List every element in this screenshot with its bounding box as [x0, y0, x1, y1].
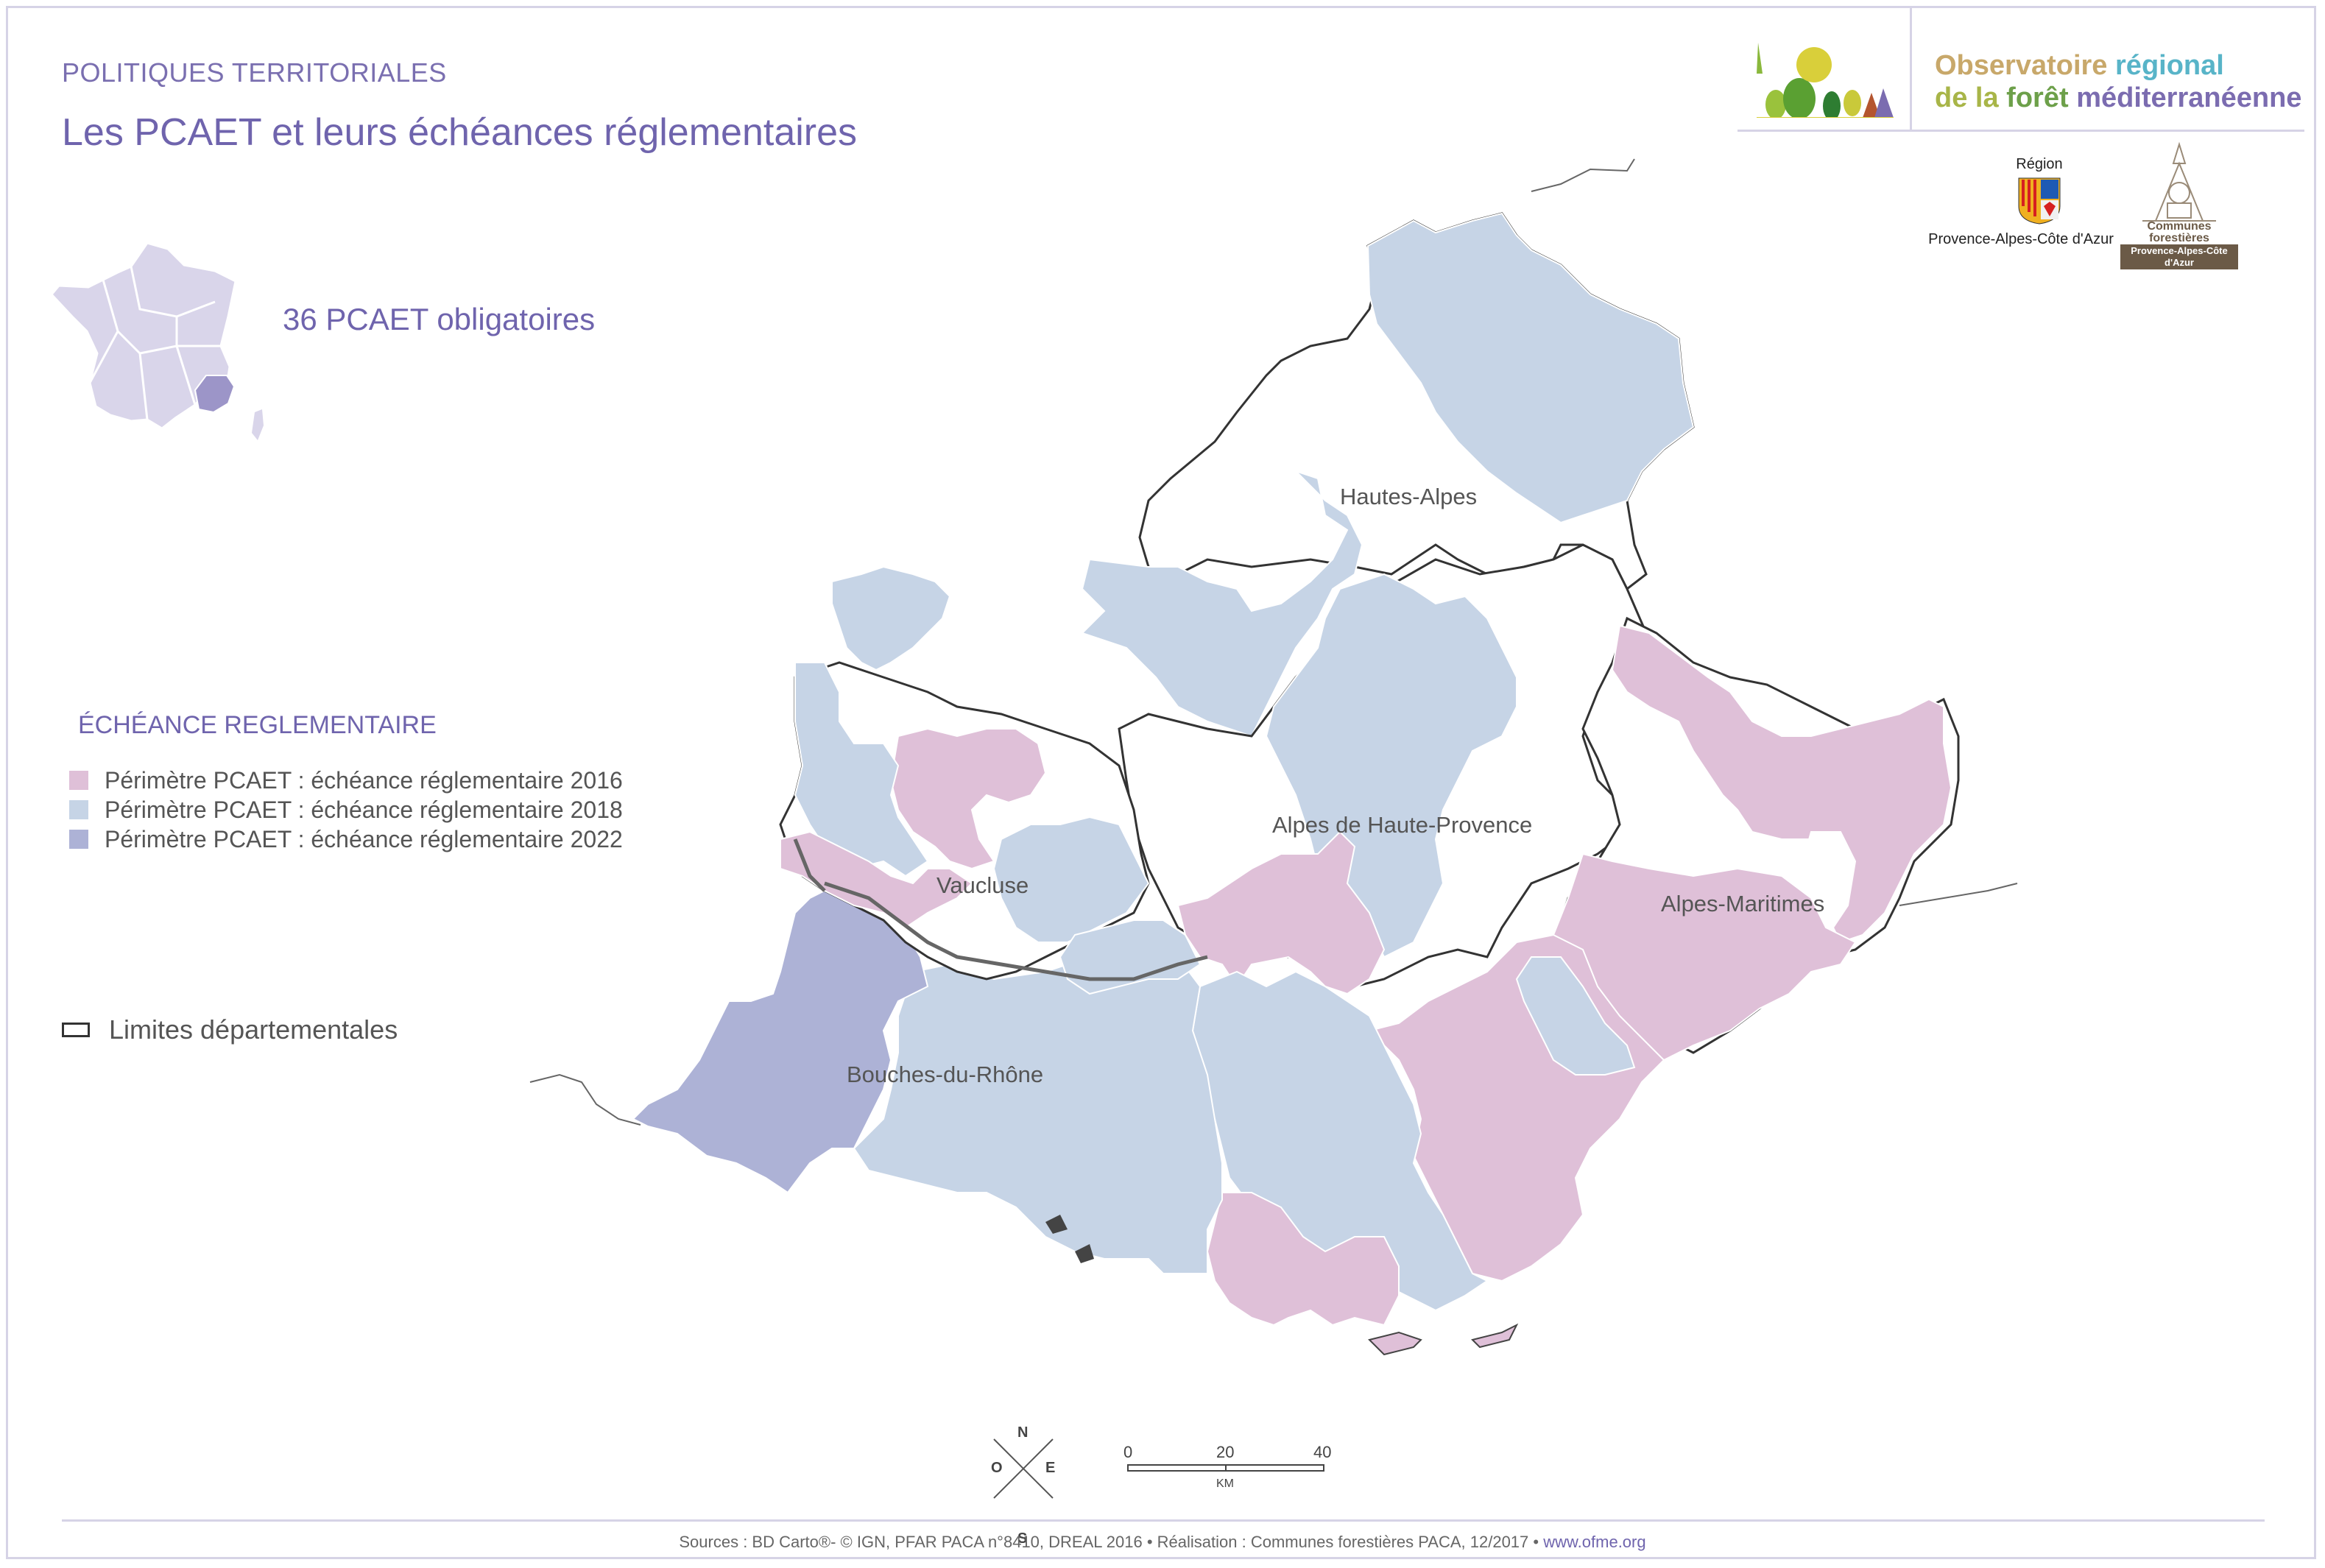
footer-url-link[interactable]: www.ofme.org [1543, 1533, 1646, 1551]
italy-border-north [1531, 158, 1635, 192]
rhone-border [793, 838, 826, 892]
region-coat-of-arms-icon [2018, 177, 2061, 225]
bouches-du-rhone-2018 [853, 948, 1223, 1274]
observatoire-logo-icon [1757, 43, 1894, 118]
france-region-lines [88, 266, 221, 420]
label-alpes-haute-provence: Alpes de Haute-Provence [1272, 812, 1532, 838]
footer-sources-text: Sources : BD Carto®- © IGN, PFAR PACA n°… [679, 1533, 1544, 1551]
page-frame [6, 6, 2316, 1559]
vaucluse-2018-east [992, 816, 1150, 943]
observatoire-name-line1: Observatoire régional [1935, 50, 2224, 81]
west-border-line [529, 1073, 641, 1126]
legend-item-2022: Périmètre PCAET : échéance réglementaire… [69, 824, 623, 854]
legend-limits: Limites départementales [62, 1014, 398, 1045]
section-kicker: POLITIQUES TERRITORIALES [62, 57, 447, 88]
scale-bar: 0 20 40 KM [1123, 1443, 1331, 1490]
footer-rule [62, 1519, 2265, 1522]
vaucluse-2016-ne [889, 727, 1047, 870]
legend-item-2018: Périmètre PCAET : échéance réglementaire… [69, 795, 623, 824]
var-2018-east-pocket [1515, 956, 1636, 1076]
pcaet-count: 36 PCAET obligatoires [283, 302, 596, 336]
vaucluse-2018-west [794, 662, 929, 877]
communes-forestieres-sub: Provence-Alpes-Côte d'Azur [2120, 244, 2238, 269]
communes-forestieres-label: Communes forestières Provence-Alpes-Côte… [2120, 221, 2238, 269]
logo-divider [1910, 6, 1912, 130]
compass-n: N [1017, 1424, 1028, 1441]
observatoire-name-line2: de la forêt méditerranéenne [1935, 82, 2302, 113]
legend-swatch-2022 [69, 830, 88, 849]
italy-border-east [1899, 883, 2018, 906]
vaucluse-2018-island [831, 565, 951, 671]
france-inset-map [50, 241, 264, 440]
alpes-maritimes-2016-north [1611, 624, 1952, 944]
scale-tick-40: 40 [1313, 1443, 1331, 1461]
compass-e: E [1045, 1460, 1055, 1476]
legend-label-2016: Périmètre PCAET : échéance réglementaire… [105, 766, 623, 794]
limits-swatch [62, 1023, 90, 1037]
paca-highlight [194, 375, 236, 414]
corsica-shape [252, 409, 264, 440]
compass-s: S [1017, 1530, 1027, 1547]
alpes-haute-provence-2016 [1176, 830, 1386, 995]
vaucluse-2018-south [1059, 919, 1202, 995]
region-name: Provence-Alpes-Côte d'Azur [1928, 231, 2114, 247]
label-hautes-alpes: Hautes-Alpes [1340, 484, 1477, 509]
hautes-alpes-north-2018 [1366, 212, 1695, 524]
page-title: Les PCAET et leurs échéances réglementai… [62, 111, 858, 154]
communes-forestieres-logo-icon [2142, 141, 2216, 222]
legend-label-2022: Périmètre PCAET : échéance réglementaire… [105, 825, 623, 852]
legend-label-2018: Périmètre PCAET : échéance réglementaire… [105, 796, 623, 823]
label-alpes-maritimes: Alpes-Maritimes [1661, 891, 1824, 917]
scale-tick-20: 20 [1216, 1443, 1234, 1461]
label-bouches-du-rhone: Bouches-du-Rhône [847, 1062, 1043, 1087]
compass-rose: N S E O [991, 1424, 1055, 1547]
var-2016-south [1206, 1192, 1400, 1327]
logo-header-box [1737, 6, 2304, 132]
marseille-islands [1045, 1215, 1094, 1263]
hautes-alpes-south-2018 [1081, 470, 1363, 738]
legend-item-2016: Périmètre PCAET : échéance réglementaire… [69, 766, 623, 795]
footer-sources: Sources : BD Carto®- © IGN, PFAR PACA n°… [0, 1533, 2325, 1552]
durance-border [824, 881, 1208, 981]
legend-swatch-2018 [69, 800, 88, 819]
region-label: Région [2016, 156, 2063, 172]
legend-swatch-2016 [69, 771, 88, 790]
france-outline [50, 241, 237, 430]
compass-o: O [991, 1460, 1003, 1476]
legend-title: ÉCHÉANCE REGLEMENTAIRE [78, 711, 437, 739]
scale-tick-0: 0 [1123, 1443, 1132, 1461]
scale-unit: KM [1216, 1477, 1234, 1490]
bouches-du-rhone-2022 [632, 882, 929, 1194]
limits-label: Limites départementales [109, 1014, 398, 1045]
label-vaucluse: Vaucluse [936, 872, 1029, 898]
hyeres-islands [1368, 1323, 1519, 1356]
